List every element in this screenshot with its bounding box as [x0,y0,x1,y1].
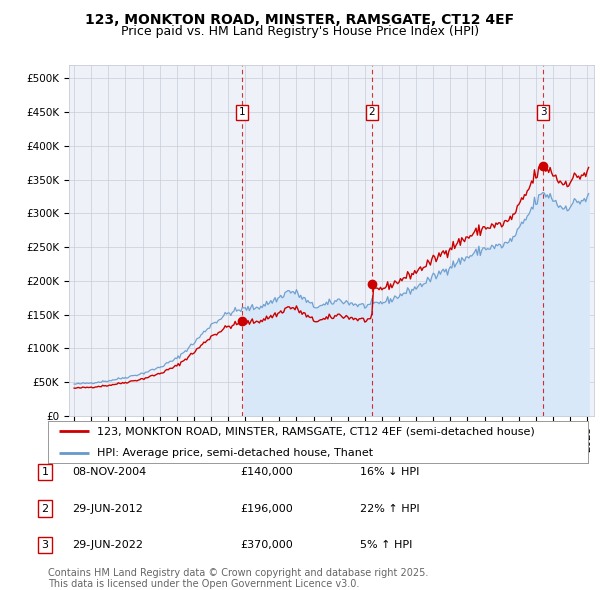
Text: 29-JUN-2012: 29-JUN-2012 [72,504,143,513]
Text: 3: 3 [41,540,49,550]
Text: 08-NOV-2004: 08-NOV-2004 [72,467,146,477]
Text: 29-JUN-2022: 29-JUN-2022 [72,540,143,550]
Text: 123, MONKTON ROAD, MINSTER, RAMSGATE, CT12 4EF (semi-detached house): 123, MONKTON ROAD, MINSTER, RAMSGATE, CT… [97,427,535,436]
Text: 5% ↑ HPI: 5% ↑ HPI [360,540,412,550]
Text: 1: 1 [41,467,49,477]
Text: 22% ↑ HPI: 22% ↑ HPI [360,504,419,513]
Text: 123, MONKTON ROAD, MINSTER, RAMSGATE, CT12 4EF: 123, MONKTON ROAD, MINSTER, RAMSGATE, CT… [85,13,515,27]
Text: 2: 2 [368,107,375,117]
Text: Price paid vs. HM Land Registry's House Price Index (HPI): Price paid vs. HM Land Registry's House … [121,25,479,38]
Text: 1: 1 [239,107,245,117]
Text: £370,000: £370,000 [240,540,293,550]
Text: 3: 3 [539,107,546,117]
Text: HPI: Average price, semi-detached house, Thanet: HPI: Average price, semi-detached house,… [97,448,373,457]
Text: £196,000: £196,000 [240,504,293,513]
Text: 16% ↓ HPI: 16% ↓ HPI [360,467,419,477]
Text: £140,000: £140,000 [240,467,293,477]
Text: Contains HM Land Registry data © Crown copyright and database right 2025.
This d: Contains HM Land Registry data © Crown c… [48,568,428,589]
Text: 2: 2 [41,504,49,513]
